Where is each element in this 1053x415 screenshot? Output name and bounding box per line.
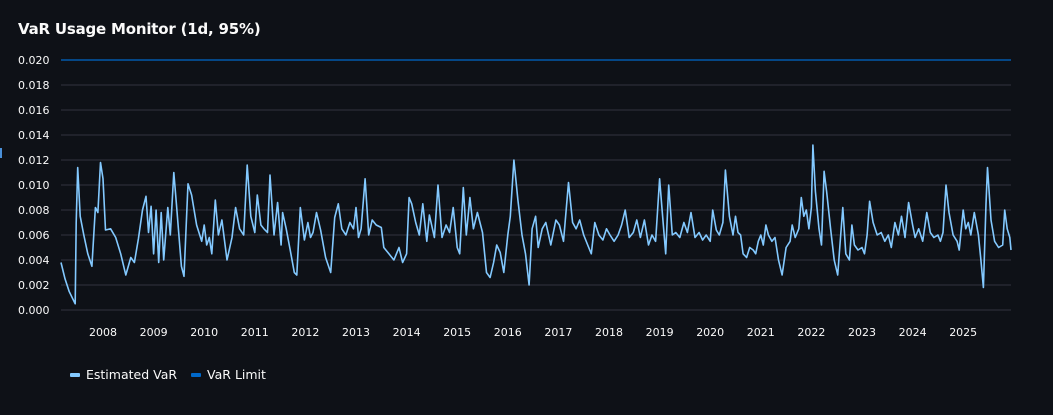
estimated-var-line [60,144,1012,305]
x-tick-label: 2008 [89,326,117,339]
x-tick-label: 2025 [949,326,977,339]
x-tick-label: 2011 [241,326,269,339]
x-tick-label: 2021 [747,326,775,339]
x-tick-label: 2016 [494,326,522,339]
x-tick-label: 2017 [544,326,572,339]
y-tick-label: 0.018 [18,79,50,92]
legend-swatch-icon [70,372,80,377]
x-axis-ticks: 2008 2009 2010 2011 2012 2013 2014 2015 2016 2017… [89,326,977,339]
x-tick-label: 2009 [140,326,168,339]
x-tick-label: 2023 [848,326,876,339]
y-tick-label: 0.012 [18,154,50,167]
series-lines [60,59,1012,305]
y-tick-label: 0.016 [18,104,50,117]
x-tick-label: 2014 [393,326,421,339]
y-axis-ticks: 0.000 0.002 0.004 0.006 0.008 0.010 0.012 0.014… [18,54,50,317]
resize-handle[interactable] [0,148,2,158]
legend-item-var-limit[interactable]: VaR Limit [191,367,266,382]
x-tick-label: 2015 [443,326,471,339]
legend-item-estimated-var[interactable]: Estimated VaR [70,367,177,382]
legend-label: VaR Limit [207,367,266,382]
y-tick-label: 0.010 [18,179,50,192]
y-tick-label: 0.004 [18,254,50,267]
y-tick-label: 0.002 [18,279,50,292]
y-tick-label: 0.008 [18,204,50,217]
x-tick-label: 2022 [797,326,825,339]
legend-label: Estimated VaR [86,367,178,382]
legend-swatch-icon [191,372,202,377]
y-tick-label: 0.020 [18,54,50,67]
y-tick-label: 0.006 [18,229,50,242]
x-tick-label: 2024 [899,326,927,339]
x-tick-label: 2018 [595,326,623,339]
x-tick-label: 2010 [190,326,218,339]
gridlines [61,84,1011,311]
legend: Estimated VaR VaR Limit [70,367,266,382]
y-tick-label: 0.014 [18,129,50,142]
x-tick-label: 2013 [342,326,370,339]
x-tick-label: 2019 [646,326,674,339]
chart-title: VaR Usage Monitor (1d, 95%) [18,20,261,38]
x-tick-label: 2012 [291,326,319,339]
x-tick-label: 2020 [696,326,724,339]
y-tick-label: 0.000 [18,304,50,317]
